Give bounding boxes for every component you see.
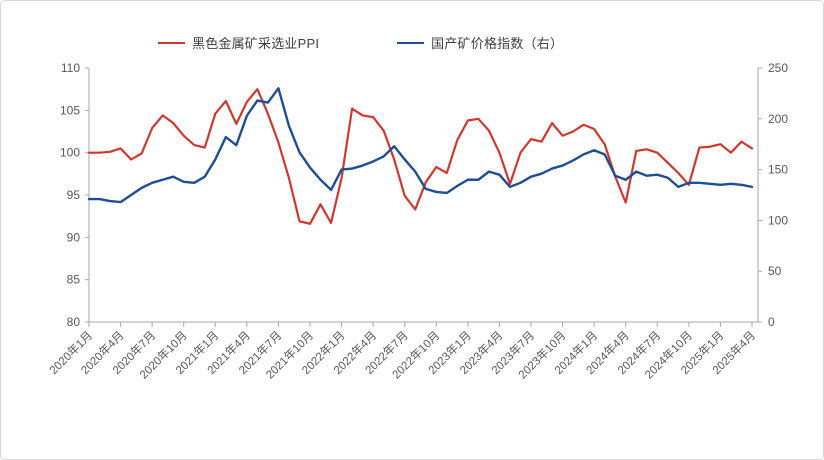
left-axis-tick-label: 80 bbox=[67, 315, 81, 329]
legend-item-ore-index: 国产矿价格指数（右） bbox=[397, 33, 563, 52]
right-axis-tick-label: 250 bbox=[768, 61, 788, 75]
left-axis-tick-label: 85 bbox=[67, 273, 81, 287]
chart-legend: 黑色金属矿采选业PPI 国产矿价格指数（右） bbox=[158, 33, 563, 52]
left-axis-tick-label: 100 bbox=[60, 146, 80, 160]
legend-label-ppi: 黑色金属矿采选业PPI bbox=[192, 36, 320, 51]
left-axis-tick-label: 90 bbox=[67, 230, 81, 244]
ore-index-line bbox=[87, 87, 754, 204]
right-axis-tick-label: 0 bbox=[768, 315, 775, 329]
right-axis-tick-label: 200 bbox=[768, 112, 788, 126]
legend-label-ore-index: 国产矿价格指数（右） bbox=[431, 36, 564, 51]
right-axis-tick-label: 100 bbox=[768, 213, 788, 227]
red-line-swatch-icon bbox=[158, 41, 185, 44]
right-axis-tick-label: 150 bbox=[768, 163, 788, 177]
left-axis-tick-label: 95 bbox=[67, 188, 81, 202]
blue-line-swatch-icon bbox=[397, 41, 425, 44]
right-axis-tick-label: 50 bbox=[768, 264, 782, 278]
legend-item-ppi: 黑色金属矿采选业PPI bbox=[158, 33, 319, 52]
axis-lines bbox=[88, 68, 759, 323]
left-axis-tick-label: 105 bbox=[60, 103, 80, 117]
ppi-line bbox=[87, 88, 754, 225]
left-axis-tick-label: 110 bbox=[61, 61, 80, 75]
